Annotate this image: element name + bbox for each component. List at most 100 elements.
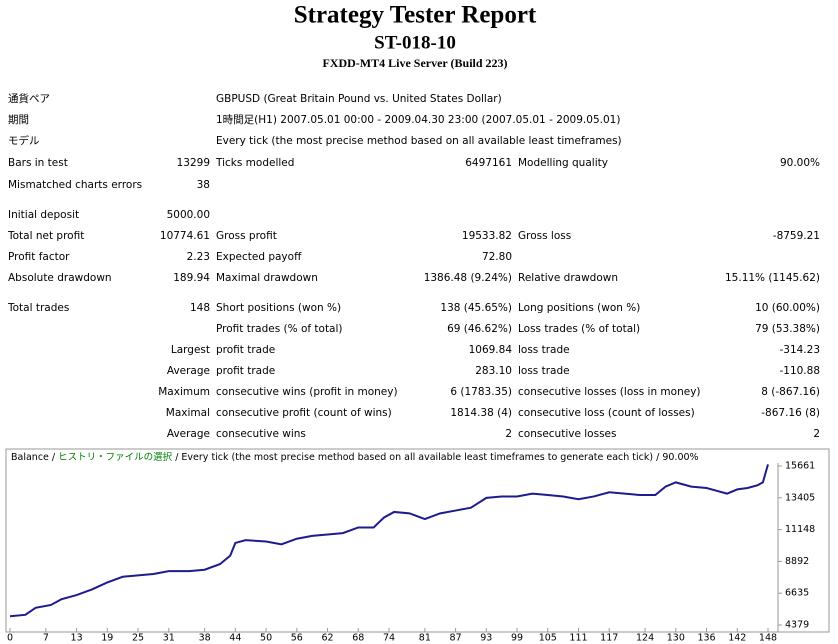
cell: Expected payoff xyxy=(216,251,302,263)
note: / xyxy=(52,452,56,463)
cell: Bars in test xyxy=(8,157,68,169)
y-tick-label: 13405 xyxy=(785,492,815,503)
note: / Every tick (the most precise method ba… xyxy=(175,452,698,463)
x-tick-label: 93 xyxy=(480,633,492,644)
cell: Gross loss xyxy=(518,230,571,242)
cell: Every tick (the most precise method base… xyxy=(216,135,622,147)
x-tick-label: 117 xyxy=(600,633,618,644)
x-tick-label: 19 xyxy=(101,633,113,644)
cell: 69 (46.62%) xyxy=(447,323,512,335)
x-tick-label: 68 xyxy=(352,633,364,644)
cell: Initial deposit xyxy=(8,209,79,221)
cell: consecutive wins (profit in money) xyxy=(216,386,398,398)
cell: Modelling quality xyxy=(518,157,608,169)
x-tick-label: 130 xyxy=(667,633,685,644)
cell: Short positions (won %) xyxy=(216,302,341,314)
cell: Maximal drawdown xyxy=(216,272,318,284)
y-tick-label: 6635 xyxy=(785,588,809,599)
y-tick-label: 15661 xyxy=(785,461,815,472)
cell: 72.80 xyxy=(482,251,512,263)
x-tick-label: 0 xyxy=(7,633,13,644)
cell: Average xyxy=(167,428,210,440)
cell: 38 xyxy=(197,179,210,191)
subtitle: ST-018-10 xyxy=(374,32,456,53)
cell: 8 (-867.16) xyxy=(761,386,820,398)
x-tick-label: 136 xyxy=(697,633,715,644)
x-tick-label: 81 xyxy=(419,633,431,644)
note: ヒストリ・ファイルの選択 xyxy=(58,451,173,463)
cell: 15.11% (1145.62) xyxy=(725,272,820,284)
cell: 6497161 xyxy=(465,157,512,169)
chart-frame xyxy=(5,448,830,633)
cell: Total trades xyxy=(7,302,69,314)
cell: Profit trades (% of total) xyxy=(216,323,343,335)
chart-legend: Balance / ヒストリ・ファイルの選択 / Every tick (the… xyxy=(11,451,699,463)
x-tick-label: 7 xyxy=(43,633,49,644)
cell: 2.23 xyxy=(187,251,210,263)
cell: 10 (60.00%) xyxy=(755,302,820,314)
cell: Profit factor xyxy=(8,251,70,263)
x-tick-label: 148 xyxy=(759,633,777,644)
x-tick-label: 44 xyxy=(229,633,241,644)
cell: -110.88 xyxy=(779,365,820,377)
cell: Mismatched charts errors xyxy=(8,179,142,191)
x-tick-label: 87 xyxy=(450,633,462,644)
cell: Relative drawdown xyxy=(518,272,618,284)
y-tick-label: 11148 xyxy=(785,524,815,535)
x-tick-label: 105 xyxy=(539,633,557,644)
cell: Absolute drawdown xyxy=(8,272,112,284)
x-tick-label: 142 xyxy=(728,633,746,644)
y-tick-label: 8892 xyxy=(785,556,809,567)
cell: 期間 xyxy=(8,114,29,126)
cell: -314.23 xyxy=(779,344,820,356)
cell: consecutive loss (count of losses) xyxy=(518,407,695,419)
cell: 148 xyxy=(190,302,210,314)
cell: Maximum xyxy=(158,386,210,398)
legend-series: Balance xyxy=(11,452,49,463)
x-tick-label: 111 xyxy=(569,633,587,644)
cell: consecutive losses (loss in money) xyxy=(518,386,701,398)
x-tick-label: 25 xyxy=(132,633,144,644)
x-tick-label: 56 xyxy=(291,633,303,644)
y-tick-label: 4379 xyxy=(785,620,809,631)
cell: -867.16 (8) xyxy=(761,407,820,419)
cell: Total net profit xyxy=(7,230,84,242)
x-tick-label: 50 xyxy=(260,633,272,644)
cell: profit trade xyxy=(216,365,275,377)
cell: 6 (1783.35) xyxy=(450,386,512,398)
x-tick-label: 74 xyxy=(383,633,395,644)
cell: 通貨ペア xyxy=(8,92,50,105)
cell: 1時間足(H1) 2007.05.01 00:00 - 2009.04.30 2… xyxy=(216,114,620,126)
cell: 138 (45.65%) xyxy=(440,302,512,314)
cell: consecutive losses xyxy=(518,428,616,440)
cell: 283.10 xyxy=(475,365,512,377)
cell: GBPUSD (Great Britain Pound vs. United S… xyxy=(216,93,502,105)
cell: loss trade xyxy=(518,365,570,377)
x-tick-label: 99 xyxy=(511,633,523,644)
cell: Ticks modelled xyxy=(215,157,294,169)
cell: loss trade xyxy=(518,344,570,356)
cell: consecutive wins xyxy=(216,428,306,440)
x-tick-label: 31 xyxy=(163,633,175,644)
cell: 1386.48 (9.24%) xyxy=(424,272,512,284)
server: FXDD-MT4 Live Server (Build 223) xyxy=(322,56,507,70)
cell: Loss trades (% of total) xyxy=(518,323,640,335)
cell: Gross profit xyxy=(216,230,277,242)
cell: Largest xyxy=(171,344,210,356)
cell: profit trade xyxy=(216,344,275,356)
cell: 90.00% xyxy=(780,157,820,169)
cell: 13299 xyxy=(177,157,210,169)
cell: 5000.00 xyxy=(167,209,210,221)
cell: -8759.21 xyxy=(773,230,820,242)
cell: 2 xyxy=(505,428,512,440)
cell: 189.94 xyxy=(173,272,210,284)
cell: 19533.82 xyxy=(462,230,512,242)
cell: Average xyxy=(167,365,210,377)
x-tick-label: 62 xyxy=(321,633,333,644)
cell: 1814.38 (4) xyxy=(450,407,512,419)
cell: 79 (53.38%) xyxy=(755,323,820,335)
x-tick-label: 38 xyxy=(199,633,211,644)
cell: 2 xyxy=(813,428,820,440)
